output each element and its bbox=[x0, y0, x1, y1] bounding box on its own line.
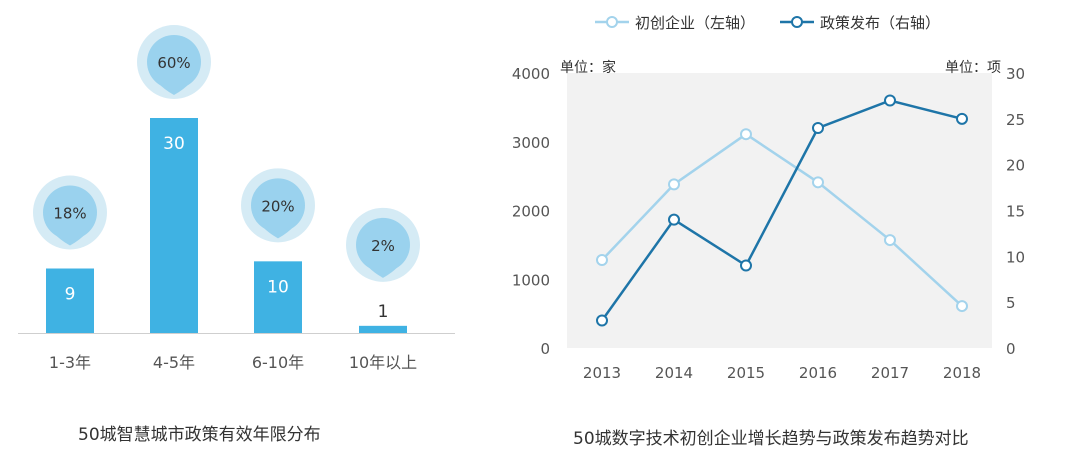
category-label: 1-3年 bbox=[49, 353, 91, 372]
series-point bbox=[668, 178, 680, 191]
percent-label: 2% bbox=[371, 237, 395, 255]
left-axis-tick-label: 0 bbox=[540, 340, 550, 358]
series-point bbox=[812, 176, 824, 189]
series-point bbox=[884, 234, 896, 247]
right-axis-tick-label: 20 bbox=[1006, 157, 1025, 175]
bar bbox=[150, 118, 198, 333]
percent-label: 60% bbox=[157, 54, 190, 72]
bar bbox=[359, 325, 407, 333]
right-axis-unit-label: 单位：项 bbox=[945, 60, 1001, 76]
percent-bubble bbox=[356, 217, 410, 272]
series-point bbox=[596, 314, 608, 327]
legend-label: 政策发布（右轴） bbox=[820, 14, 940, 32]
x-axis-tick-label: 2013 bbox=[583, 364, 621, 382]
series-point bbox=[596, 254, 608, 266]
right-axis-tick-label: 30 bbox=[1006, 65, 1025, 83]
category-label: 4-5年 bbox=[153, 353, 195, 372]
series-point bbox=[812, 122, 824, 134]
bar bbox=[254, 261, 302, 333]
bar-value-label: 1 bbox=[378, 302, 389, 322]
legend-marker bbox=[791, 16, 803, 28]
x-axis-tick-label: 2014 bbox=[655, 364, 693, 382]
right-axis-tick-label: 15 bbox=[1006, 203, 1025, 221]
bar-chart-title: 50城智慧城市政策有效年限分布 bbox=[78, 425, 321, 445]
right-axis-tick-label: 5 bbox=[1006, 294, 1016, 312]
series-point bbox=[668, 213, 680, 226]
percent-label: 20% bbox=[261, 197, 294, 215]
x-axis-tick-label: 2018 bbox=[943, 364, 981, 382]
bar bbox=[46, 268, 94, 333]
percent-label: 18% bbox=[53, 205, 86, 223]
right-axis-tick-label: 0 bbox=[1006, 340, 1016, 358]
x-axis-tick-label: 2015 bbox=[727, 364, 765, 382]
bar-value-label: 9 bbox=[65, 285, 76, 305]
series-point bbox=[956, 112, 968, 125]
percent-bubble bbox=[251, 178, 305, 233]
plot-area bbox=[567, 73, 992, 348]
legend-marker bbox=[606, 16, 618, 28]
left-axis-tick-label: 4000 bbox=[512, 65, 550, 83]
left-axis-tick-label: 3000 bbox=[512, 134, 550, 152]
series-line-startups bbox=[601, 132, 963, 307]
legend-label: 初创企业（左轴） bbox=[635, 14, 755, 32]
percent-bubble bbox=[43, 185, 97, 240]
left-axis-unit-label: 单位：家 bbox=[560, 59, 616, 76]
series-line-policy bbox=[600, 99, 963, 322]
bar-value-label: 10 bbox=[267, 277, 289, 297]
bar-chart: 9 18% 1-3年 30 60% 4-5年 10 20% 6-10年 1 2% 10年以上 bbox=[18, 25, 455, 372]
x-axis-tick-label: 2017 bbox=[871, 364, 909, 382]
series-point bbox=[884, 94, 896, 107]
category-label: 6-10年 bbox=[252, 353, 304, 372]
right-axis-tick-label: 10 bbox=[1006, 248, 1025, 266]
line-chart-title: 50城数字技术初创企业增长趋势与政策发布趋势对比 bbox=[573, 429, 969, 449]
category-label: 10年以上 bbox=[349, 353, 417, 372]
left-axis-tick-label: 1000 bbox=[512, 271, 550, 289]
series-point bbox=[740, 128, 752, 141]
percent-bubble bbox=[147, 35, 201, 89]
right-axis-tick-label: 25 bbox=[1006, 111, 1025, 129]
line-chart: 0 1000 2000 3000 4000 0 5 10 15 20 25 30 2013 2014 201… bbox=[512, 14, 1025, 382]
x-axis-tick-label: 2016 bbox=[799, 364, 837, 382]
bar-value-label: 30 bbox=[163, 134, 185, 154]
series-point bbox=[740, 259, 752, 272]
series-point bbox=[956, 300, 968, 313]
left-axis-tick-label: 2000 bbox=[512, 203, 550, 221]
